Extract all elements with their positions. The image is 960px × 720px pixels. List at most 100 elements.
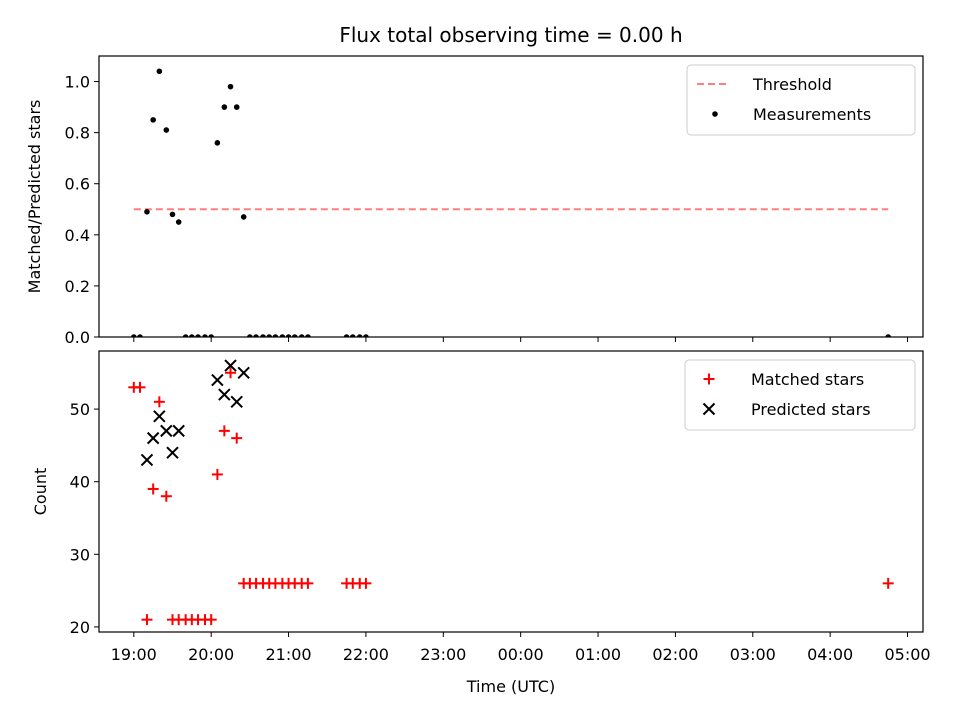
x-tick-label: 05:00 xyxy=(884,645,930,664)
measurement-point xyxy=(156,68,163,75)
x-tick-label: 01:00 xyxy=(575,645,621,664)
axes-frame xyxy=(98,350,924,633)
y-tick-label: 20 xyxy=(70,618,90,637)
y-tick-label: 0.8 xyxy=(65,124,90,143)
chart-title: Flux total observing time = 0.00 h xyxy=(339,23,682,47)
x-marker-b xyxy=(172,424,185,438)
matched-star-point xyxy=(225,367,237,379)
plot-area xyxy=(128,359,894,626)
measurement-point xyxy=(150,117,156,123)
measurement-point xyxy=(163,127,170,133)
measurement-point xyxy=(144,209,150,215)
measurement-point xyxy=(343,334,350,337)
x-marker-b xyxy=(218,388,231,401)
legend-x-swatch xyxy=(702,402,716,416)
x-tick-label: 00:00 xyxy=(498,645,544,664)
measurement-point xyxy=(253,334,259,337)
x-tick-label: 19:00 xyxy=(111,645,157,664)
x-marker-b xyxy=(146,431,160,445)
predicted-star-point xyxy=(237,366,250,379)
x-marker-b xyxy=(230,395,243,409)
y-tick-label: 50 xyxy=(70,400,90,419)
y-tick-label: 1.0 xyxy=(65,73,90,92)
y-tick-label: 0.6 xyxy=(65,175,90,194)
count-panel: 20 30 40 50 19:00 20:00 21:00 22:00 23:00 00:00 01… xyxy=(31,350,931,696)
measurement-point xyxy=(227,83,234,90)
y-tick-label: 0.4 xyxy=(65,226,90,245)
x-tick-label: 20:00 xyxy=(188,645,234,664)
y-tick-label: 0.0 xyxy=(65,328,90,347)
legend-label: Matched stars xyxy=(751,370,864,389)
x-marker-b xyxy=(166,446,179,459)
matched-star-point xyxy=(141,614,153,626)
predicted-star-point xyxy=(166,446,179,459)
measurement-point xyxy=(356,334,363,337)
predicted-star-point xyxy=(230,395,243,409)
x-tick-label: 03:00 xyxy=(730,645,776,664)
predicted-star-point xyxy=(224,359,237,372)
measurement-point xyxy=(885,334,891,337)
measurement-point xyxy=(298,334,305,337)
measurement-point xyxy=(189,334,195,337)
measurement-point xyxy=(240,214,247,220)
legend: Matched stars Predicted stars xyxy=(684,359,916,431)
measurement-point xyxy=(131,334,137,337)
axes-frame xyxy=(98,55,924,338)
x-tick-label: 22:00 xyxy=(343,645,389,664)
predicted-star-point xyxy=(218,388,231,401)
ratio-panel: 0.0 0.2 0.4 0.6 0.8 1.0 Matched/Predicted star… xyxy=(25,55,924,347)
measurement-point xyxy=(169,211,176,218)
matched-star-point xyxy=(231,432,243,444)
measurement-point xyxy=(182,334,189,337)
measurement-point xyxy=(137,334,143,337)
measurement-point xyxy=(175,219,182,225)
matched-star-point xyxy=(134,381,146,393)
predicted-star-point xyxy=(172,424,185,438)
measurement-point xyxy=(291,334,298,337)
matched-star-point xyxy=(205,614,217,626)
measurement-point xyxy=(305,334,311,337)
measurement-point xyxy=(202,334,208,337)
measurement-point xyxy=(266,334,273,337)
legend-box xyxy=(686,64,916,136)
y-tick-label: 30 xyxy=(70,545,90,564)
x-marker-b xyxy=(153,410,166,423)
measurement-point xyxy=(195,334,201,337)
x-marker-b xyxy=(211,373,224,387)
measurement-point xyxy=(363,334,369,337)
x-tick-label: 23:00 xyxy=(420,645,466,664)
measurement-point xyxy=(214,140,221,146)
legend-dot-swatch xyxy=(712,111,718,117)
matched-star-point xyxy=(153,396,165,408)
matched-star-point xyxy=(360,577,372,589)
plot-area xyxy=(131,68,891,337)
measurement-point xyxy=(260,334,266,337)
matched-star-point xyxy=(882,577,894,589)
predicted-star-point xyxy=(146,431,160,445)
legend: Threshold Measurements xyxy=(686,64,916,136)
x-tick-label: 02:00 xyxy=(652,645,698,664)
x-marker-b xyxy=(160,424,173,438)
legend-label: Measurements xyxy=(753,105,871,124)
predicted-star-point xyxy=(140,453,154,467)
predicted-star-point xyxy=(211,373,224,387)
x-tick-label: 21:00 xyxy=(266,645,312,664)
measurement-point xyxy=(279,334,286,337)
x-marker-b xyxy=(140,453,154,467)
matched-star-point xyxy=(218,425,230,437)
x-marker-b xyxy=(224,359,237,372)
legend-label: Threshold xyxy=(752,75,832,94)
x-tick-label: 04:00 xyxy=(807,645,853,664)
legend-box xyxy=(684,359,916,431)
measurement-point xyxy=(208,334,214,337)
matched-star-point xyxy=(160,490,172,502)
legend-label: Predicted stars xyxy=(751,400,871,419)
measurement-point xyxy=(285,334,292,337)
y-tick-label: 0.2 xyxy=(65,277,90,296)
measurement-point xyxy=(349,334,356,337)
matched-star-point xyxy=(211,468,223,480)
x-axis-label: Time (UTC) xyxy=(466,677,555,696)
y-axis-label: Count xyxy=(31,468,50,516)
predicted-star-point xyxy=(160,424,173,438)
